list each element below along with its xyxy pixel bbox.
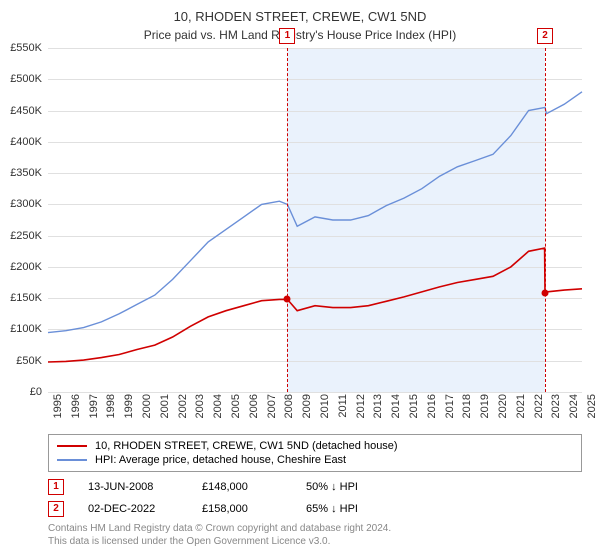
transaction-pct: 65% ↓ HPI bbox=[306, 503, 396, 515]
marker-badge: 2 bbox=[537, 28, 553, 44]
x-tick-label: 2017 bbox=[444, 394, 456, 428]
line-series-svg bbox=[48, 48, 582, 392]
transaction-row: 2 02-DEC-2022 £158,000 65% ↓ HPI bbox=[48, 498, 582, 520]
transaction-date: 13-JUN-2008 bbox=[88, 481, 178, 493]
x-tick-label: 2001 bbox=[159, 394, 171, 428]
x-tick-label: 2000 bbox=[141, 394, 153, 428]
x-tick-label: 2013 bbox=[372, 394, 384, 428]
y-tick-label: £150K bbox=[2, 292, 42, 304]
x-tick-label: 2023 bbox=[550, 394, 562, 428]
x-tick-label: 2004 bbox=[212, 394, 224, 428]
y-tick-label: £0 bbox=[2, 386, 42, 398]
x-tick-label: 1995 bbox=[52, 394, 64, 428]
legend-row: HPI: Average price, detached house, Ches… bbox=[57, 453, 573, 467]
series-price_paid bbox=[48, 248, 582, 362]
y-tick-label: £500K bbox=[2, 73, 42, 85]
x-tick-label: 2018 bbox=[461, 394, 473, 428]
y-tick-label: £550K bbox=[2, 42, 42, 54]
transaction-price: £148,000 bbox=[202, 481, 282, 493]
x-tick-label: 2021 bbox=[515, 394, 527, 428]
chart-subtitle: Price paid vs. HM Land Registry's House … bbox=[0, 26, 600, 42]
gridline bbox=[48, 392, 582, 393]
legend-swatch bbox=[57, 445, 87, 447]
x-tick-label: 2014 bbox=[390, 394, 402, 428]
legend-label: HPI: Average price, detached house, Ches… bbox=[95, 454, 346, 466]
transaction-badge: 1 bbox=[48, 479, 64, 495]
x-tick-label: 2011 bbox=[337, 394, 349, 428]
legend-box: 10, RHODEN STREET, CREWE, CW1 5ND (detac… bbox=[48, 434, 582, 472]
x-tick-label: 1998 bbox=[105, 394, 117, 428]
plot-area: £0£50K£100K£150K£200K£250K£300K£350K£400… bbox=[48, 48, 582, 392]
x-tick-label: 1996 bbox=[70, 394, 82, 428]
x-tick-label: 2019 bbox=[479, 394, 491, 428]
x-tick-label: 2025 bbox=[586, 394, 598, 428]
y-tick-label: £300K bbox=[2, 198, 42, 210]
x-tick-label: 2016 bbox=[426, 394, 438, 428]
x-tick-label: 2003 bbox=[194, 394, 206, 428]
legend-row: 10, RHODEN STREET, CREWE, CW1 5ND (detac… bbox=[57, 439, 573, 453]
x-tick-label: 2008 bbox=[283, 394, 295, 428]
y-tick-label: £400K bbox=[2, 136, 42, 148]
transaction-badge: 2 bbox=[48, 501, 64, 517]
transaction-price: £158,000 bbox=[202, 503, 282, 515]
x-tick-label: 2009 bbox=[301, 394, 313, 428]
transaction-pct: 50% ↓ HPI bbox=[306, 481, 396, 493]
x-tick-label: 2007 bbox=[266, 394, 278, 428]
y-tick-label: £50K bbox=[2, 355, 42, 367]
footer-line: This data is licensed under the Open Gov… bbox=[48, 535, 582, 548]
chart-container: 10, RHODEN STREET, CREWE, CW1 5ND Price … bbox=[0, 0, 600, 560]
chart-title: 10, RHODEN STREET, CREWE, CW1 5ND bbox=[0, 0, 600, 26]
marker-line bbox=[287, 48, 288, 392]
footer-line: Contains HM Land Registry data © Crown c… bbox=[48, 522, 582, 535]
x-tick-label: 2005 bbox=[230, 394, 242, 428]
x-tick-label: 2020 bbox=[497, 394, 509, 428]
y-tick-label: £250K bbox=[2, 230, 42, 242]
y-tick-label: £200K bbox=[2, 261, 42, 273]
x-tick-label: 2015 bbox=[408, 394, 420, 428]
x-tick-label: 2006 bbox=[248, 394, 260, 428]
legend-label: 10, RHODEN STREET, CREWE, CW1 5ND (detac… bbox=[95, 440, 398, 452]
marker-dot bbox=[284, 296, 291, 303]
marker-line bbox=[545, 48, 546, 392]
y-tick-label: £100K bbox=[2, 323, 42, 335]
marker-dot bbox=[541, 290, 548, 297]
x-tick-label: 2012 bbox=[355, 394, 367, 428]
x-tick-label: 2024 bbox=[568, 394, 580, 428]
y-tick-label: £450K bbox=[2, 105, 42, 117]
x-tick-label: 2010 bbox=[319, 394, 331, 428]
x-tick-label: 2002 bbox=[177, 394, 189, 428]
series-hpi bbox=[48, 92, 582, 333]
footer-attribution: Contains HM Land Registry data © Crown c… bbox=[48, 522, 582, 548]
x-tick-label: 1997 bbox=[88, 394, 100, 428]
y-tick-label: £350K bbox=[2, 167, 42, 179]
transaction-table: 1 13-JUN-2008 £148,000 50% ↓ HPI 2 02-DEC-202… bbox=[48, 476, 582, 520]
transaction-date: 02-DEC-2022 bbox=[88, 503, 178, 515]
x-tick-label: 2022 bbox=[533, 394, 545, 428]
x-tick-label: 1999 bbox=[123, 394, 135, 428]
marker-badge: 1 bbox=[279, 28, 295, 44]
transaction-row: 1 13-JUN-2008 £148,000 50% ↓ HPI bbox=[48, 476, 582, 498]
legend-swatch bbox=[57, 459, 87, 461]
